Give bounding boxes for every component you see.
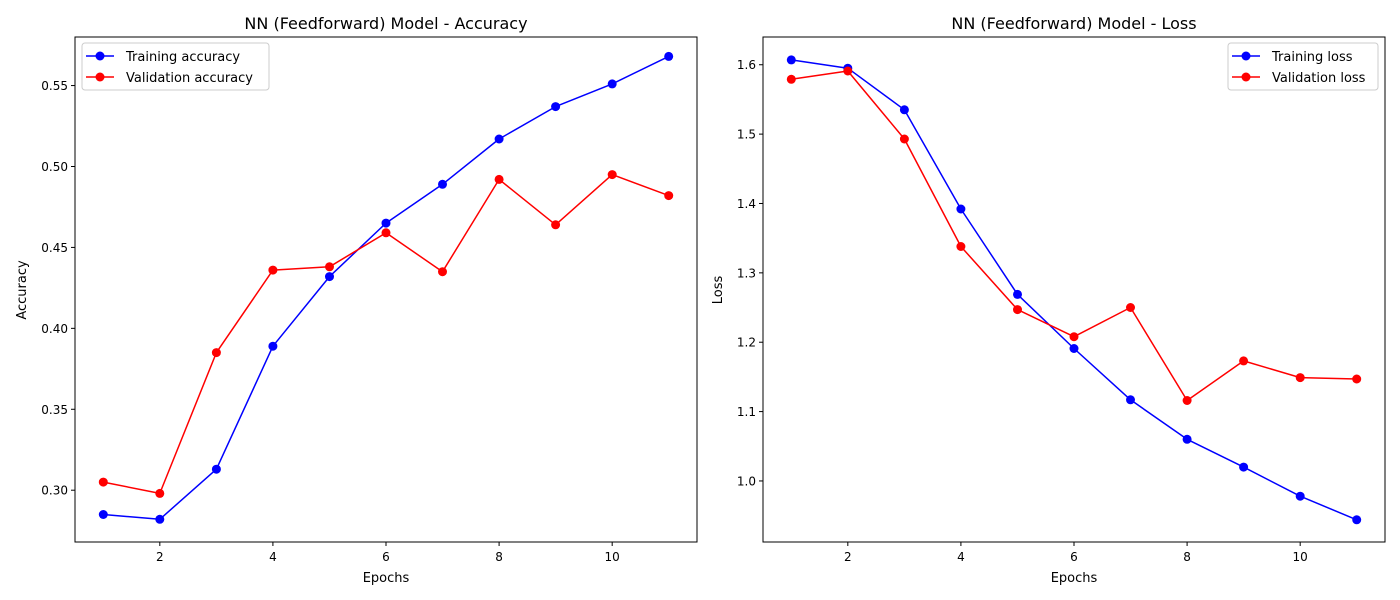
loss-validation-point	[1013, 305, 1022, 315]
accuracy-y-tick-label: 0.45	[41, 241, 68, 255]
loss-x-tick-label: 6	[1070, 550, 1078, 564]
loss-validation-point	[1352, 374, 1362, 384]
loss-legend-marker-training	[1241, 51, 1251, 61]
loss-y-tick-label: 1.5	[737, 128, 756, 142]
loss-y-tick-label: 1.6	[737, 58, 756, 72]
accuracy-y-tick-label: 0.50	[41, 160, 68, 174]
accuracy-validation-point	[325, 262, 334, 272]
loss-y-tick-label: 1.0	[737, 474, 756, 488]
accuracy-legend-label-validation: Validation accuracy	[126, 71, 253, 86]
loss-validation-point	[1126, 303, 1135, 312]
loss-plot-area	[762, 36, 1386, 543]
accuracy-x-tick-label: 10	[605, 550, 620, 564]
loss-legend-marker-validation	[1241, 72, 1251, 82]
accuracy-validation-point	[98, 477, 108, 487]
loss-validation-point	[956, 242, 966, 251]
accuracy-legend-label-training: Training accuracy	[125, 50, 240, 65]
loss-y-tick-label: 1.4	[737, 197, 756, 211]
accuracy-validation-point	[155, 488, 165, 498]
accuracy-training-point	[268, 341, 278, 351]
loss-validation-point	[786, 74, 796, 84]
loss-validation-point	[1295, 373, 1305, 383]
loss-legend-label-training: Training loss	[1271, 50, 1353, 65]
accuracy-y-tick-label: 0.55	[41, 79, 68, 93]
accuracy-plot-area	[74, 36, 698, 543]
accuracy-legend-entry-validation: Validation accuracy	[86, 71, 253, 86]
accuracy-training-point	[381, 218, 391, 228]
accuracy-y-tick-label: 0.30	[41, 484, 68, 498]
loss-training-point	[956, 204, 966, 214]
loss-legend-box	[1227, 42, 1379, 91]
loss-x-ticks: 2 4 6 8 10	[844, 542, 1308, 564]
loss-training-point	[1352, 515, 1362, 525]
accuracy-x-tick-label: 2	[156, 550, 164, 564]
accuracy-y-tick-label: 0.40	[41, 322, 68, 336]
loss-training-point	[1013, 289, 1022, 299]
accuracy-x-tick-label: 4	[269, 550, 277, 564]
accuracy-series-points	[98, 51, 674, 524]
accuracy-validation-point	[268, 265, 278, 275]
accuracy-training-point	[155, 514, 165, 524]
loss-validation-point	[843, 66, 853, 76]
loss-x-tick-label: 2	[844, 550, 852, 564]
loss-series-points	[786, 55, 1362, 525]
loss-training-point	[786, 55, 796, 65]
loss-x-tick-label: 10	[1293, 550, 1308, 564]
loss-validation-point	[899, 134, 909, 144]
accuracy-legend: Training accuracy Validation accuracy	[81, 42, 270, 91]
accuracy-x-tick-label: 8	[495, 550, 503, 564]
loss-chart: NN (Feedforward) Model - Loss Epochs Los…	[711, 14, 1386, 586]
loss-x-tick-label: 8	[1183, 550, 1191, 564]
loss-training-point	[1295, 491, 1305, 501]
accuracy-x-ticks: 2 4 6 8 10	[156, 542, 620, 564]
loss-legend: Training loss Validation loss	[1227, 42, 1379, 91]
accuracy-x-axis-label: Epochs	[363, 571, 410, 586]
accuracy-chart-title: NN (Feedforward) Model - Accuracy	[244, 14, 527, 33]
accuracy-validation-point	[664, 191, 674, 201]
accuracy-training-point	[664, 51, 674, 61]
accuracy-validation-point	[381, 228, 391, 238]
loss-validation-point	[1069, 332, 1079, 342]
loss-x-axis-label: Epochs	[1051, 571, 1098, 586]
accuracy-x-tick-label: 6	[382, 550, 390, 564]
accuracy-legend-entry-training: Training accuracy	[86, 50, 240, 65]
accuracy-training-point	[607, 79, 617, 89]
loss-training-point	[899, 105, 909, 115]
accuracy-y-axis-label: Accuracy	[15, 260, 30, 320]
loss-chart-title: NN (Feedforward) Model - Loss	[951, 14, 1196, 33]
accuracy-y-ticks: 0.30 0.35 0.40 0.45 0.50 0.55	[41, 79, 75, 498]
loss-training-point	[1126, 395, 1135, 405]
accuracy-chart: NN (Feedforward) Model - Accuracy Epochs…	[15, 14, 698, 586]
accuracy-training-point	[551, 102, 561, 112]
loss-legend-entry-training: Training loss	[1232, 50, 1353, 65]
loss-y-tick-label: 1.2	[737, 336, 756, 350]
loss-y-axis-label: Loss	[711, 276, 726, 305]
accuracy-validation-point	[438, 267, 447, 277]
accuracy-validation-point	[607, 170, 617, 180]
accuracy-validation-point	[494, 174, 504, 184]
loss-y-ticks: 1.0 1.1 1.2 1.3 1.4 1.5 1.6	[737, 58, 763, 488]
loss-validation-point	[1182, 396, 1192, 405]
accuracy-training-point	[438, 179, 447, 189]
accuracy-legend-marker-training	[95, 51, 105, 61]
accuracy-training-point	[494, 134, 504, 144]
loss-legend-label-validation: Validation loss	[1272, 71, 1366, 86]
loss-y-tick-label: 1.1	[737, 405, 756, 419]
loss-y-tick-label: 1.3	[737, 266, 756, 280]
loss-x-tick-label: 4	[957, 550, 965, 564]
accuracy-training-point	[211, 464, 221, 474]
accuracy-validation-point	[551, 220, 561, 230]
accuracy-legend-box	[81, 42, 270, 91]
loss-legend-entry-validation: Validation loss	[1232, 71, 1366, 86]
loss-training-point	[1182, 434, 1192, 444]
loss-validation-point	[1239, 356, 1249, 366]
accuracy-training-point	[325, 272, 334, 282]
accuracy-y-tick-label: 0.35	[41, 403, 68, 417]
accuracy-validation-point	[211, 348, 221, 358]
loss-training-point	[1069, 344, 1079, 353]
loss-training-point	[1239, 462, 1249, 472]
accuracy-training-point	[98, 510, 108, 519]
accuracy-legend-marker-validation	[95, 72, 105, 82]
